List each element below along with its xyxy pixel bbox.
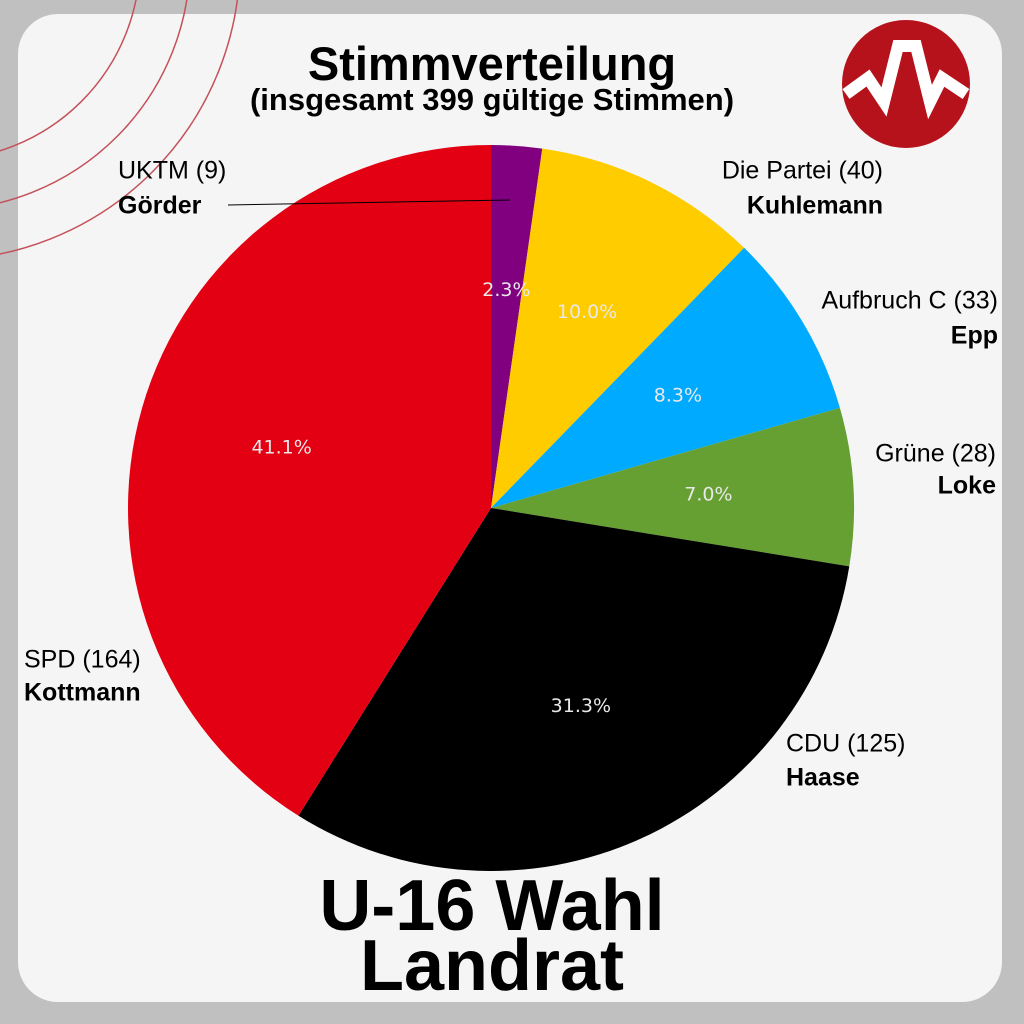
percent-labels: 2.3% 10.0% 8.3% 7.0% 31.3% 41.1% — [251, 279, 732, 717]
slice-party-label: Aufbruch C (33) — [822, 287, 998, 315]
percent-label: 2.3% — [482, 279, 530, 301]
leader-line-uktm — [227, 199, 511, 206]
pie-slice-uktm — [491, 145, 543, 508]
pie-slice-die-partei — [491, 148, 745, 508]
slice-candidate-label: Loke — [938, 472, 996, 500]
percent-label: 7.0% — [684, 484, 732, 506]
pie-slice-cdu — [298, 508, 850, 871]
slice-candidate-label: Görder — [118, 192, 202, 220]
slice-candidate-label: Epp — [951, 322, 998, 350]
pie-slices — [128, 145, 854, 871]
slice-party-label: Die Partei (40) — [722, 157, 883, 185]
percent-label: 41.1% — [251, 436, 311, 458]
slice-candidate-label: Kuhlemann — [747, 192, 883, 220]
slice-candidate-label: Haase — [786, 764, 860, 792]
chart-subtitle: (insgesamt 399 gültige Stimmen) — [249, 82, 735, 117]
pie-slice-aufbruch-c — [491, 247, 840, 508]
pie-slice-spd — [128, 145, 491, 816]
percent-label: 31.3% — [551, 695, 611, 717]
slice-candidate-label: Kottmann — [24, 679, 141, 707]
slice-labels: UKTM (9) Görder Die Partei (40) Kuhlemann Au… — [24, 157, 998, 792]
slice-party-label: UKTM (9) — [118, 157, 226, 185]
slice-party-label: Grüne (28) — [875, 440, 996, 468]
footer-line-1: U-16 Wahl — [319, 866, 665, 946]
percent-label: 10.0% — [557, 301, 617, 323]
pie-slice-gr-ne — [491, 407, 854, 567]
percent-label: 8.3% — [654, 385, 702, 407]
wave-logo-icon — [842, 20, 970, 148]
slice-party-label: CDU (125) — [786, 730, 905, 758]
slice-party-label: SPD (164) — [24, 646, 141, 674]
footer-line-2: Landrat — [359, 926, 625, 1006]
chart-title: Stimmverteilung — [307, 37, 677, 90]
